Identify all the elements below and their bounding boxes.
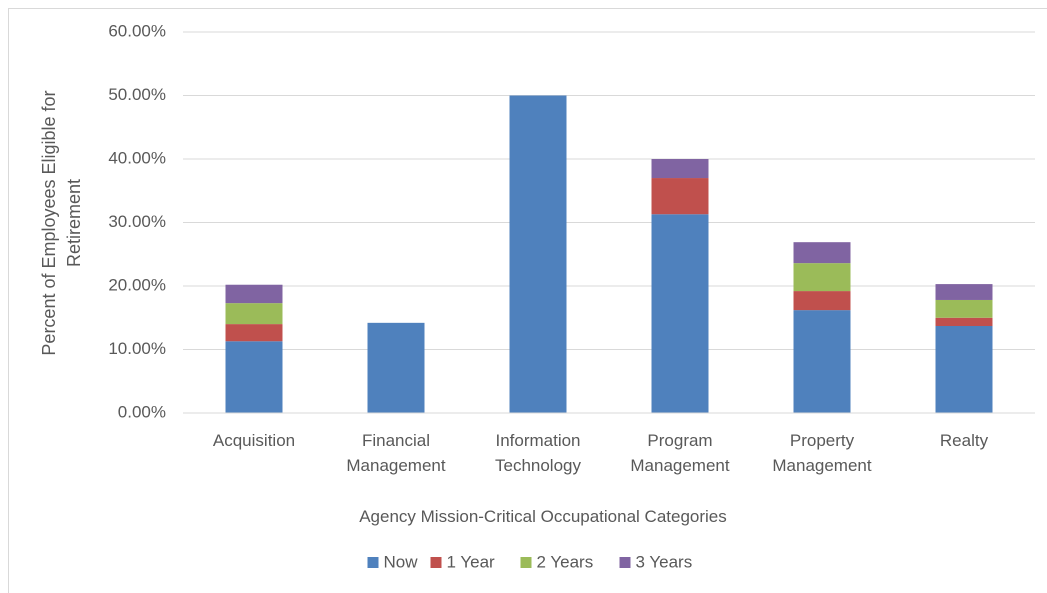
bar-segment: [225, 324, 283, 342]
bar-segment: [793, 242, 851, 264]
bar-segment: [935, 284, 993, 300]
bar-segment: [651, 214, 709, 413]
y-tick-label: 0.00%: [118, 402, 166, 421]
y-tick-label: 10.00%: [108, 339, 166, 358]
legend-swatch: [367, 557, 379, 568]
legend-label: 2 Years: [537, 552, 594, 571]
bar-segment: [793, 310, 851, 413]
bar-segment: [793, 263, 851, 292]
x-tick-label: Acquisition: [212, 431, 296, 450]
x-tick-label: Financial Management: [346, 431, 446, 475]
x-tick-label: Property Management: [772, 431, 872, 475]
y-tick-label: 40.00%: [108, 148, 166, 167]
x-tick-label: Information Technology: [494, 431, 581, 475]
bar-segment: [935, 299, 993, 318]
legend-swatch: [619, 557, 631, 568]
bar-segment: [651, 178, 709, 215]
y-tick-label: 50.00%: [108, 85, 166, 104]
y-axis-label: Percent of Employees Eligible for Retire…: [39, 90, 84, 356]
bar-segment: [509, 95, 567, 413]
legend-swatch: [430, 557, 442, 568]
bar-segment: [793, 291, 851, 311]
x-tick-label: Program Management: [630, 431, 730, 475]
chart-border: [8, 8, 1047, 593]
bar-segment: [225, 303, 283, 325]
legend-label: 1 Year: [447, 552, 496, 571]
y-tick-label: 20.00%: [108, 275, 166, 294]
bar-segment: [935, 326, 993, 413]
y-tick-label: 60.00%: [108, 21, 166, 40]
x-tick-label: Realty: [939, 431, 989, 450]
bar-segment: [651, 159, 709, 179]
legend-label: Now: [384, 552, 419, 571]
bar-segment: [367, 322, 425, 413]
bar-segment: [225, 284, 283, 304]
bar-segment: [225, 341, 283, 413]
bar-segment: [935, 317, 993, 327]
y-tick-label: 30.00%: [108, 212, 166, 231]
legend-swatch: [520, 557, 532, 568]
x-axis-label: Agency Mission-Critical Occupational Cat…: [359, 507, 727, 526]
legend-label: 3 Years: [636, 552, 693, 571]
